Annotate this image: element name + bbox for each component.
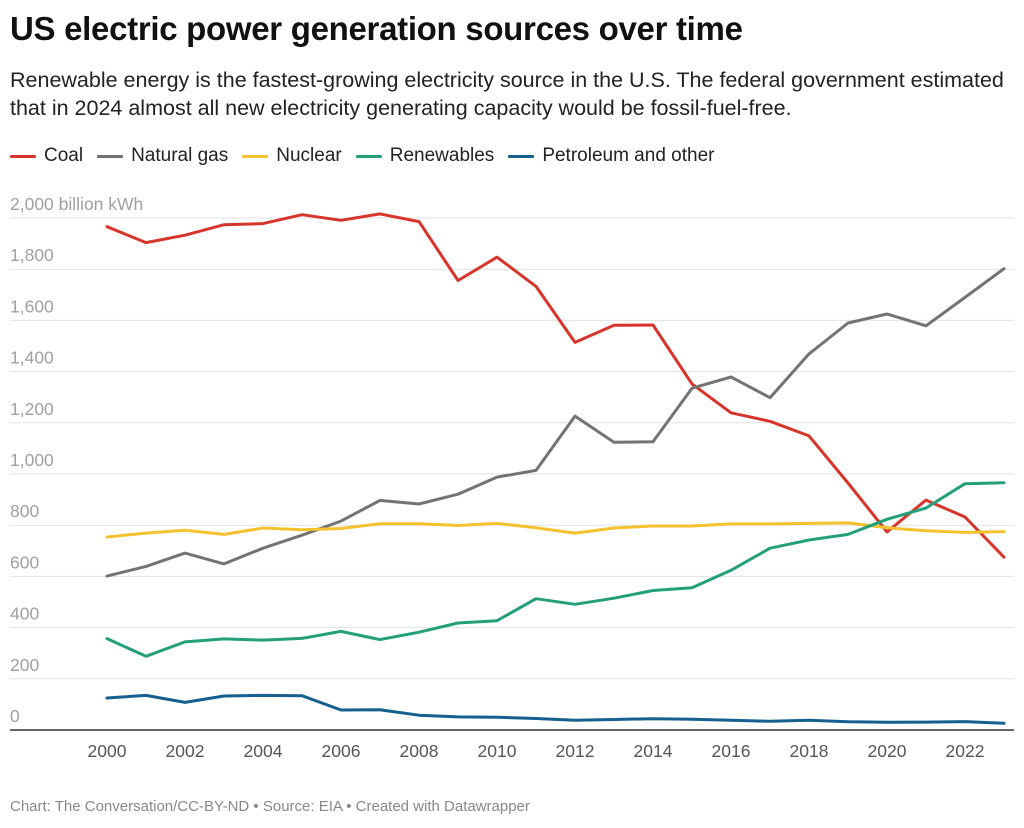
x-tick-label: 2016: [712, 741, 751, 761]
x-tick-label: 2020: [868, 741, 907, 761]
y-tick-label: 1,000: [10, 450, 54, 470]
legend-item: Coal: [10, 145, 83, 167]
legend-label: Renewables: [389, 145, 495, 166]
series-line-natural-gas: [105, 267, 1006, 578]
y-tick-label: 200: [10, 655, 39, 675]
legend-label: Petroleum and other: [542, 145, 715, 166]
legend-label: Coal: [44, 145, 84, 166]
legend: Coal Natural gas Nuclear Renewables Petroleu…: [10, 145, 728, 167]
y-tick-label: 1,600: [10, 296, 54, 316]
series-line-nuclear: [105, 521, 1006, 539]
legend-swatch: [508, 154, 535, 158]
x-tick-label: 2000: [88, 741, 127, 761]
y-tick-label: 1,800: [10, 245, 54, 265]
legend-item: Natural gas: [97, 145, 228, 167]
y-tick-label: 2,000 billion kWh: [10, 194, 143, 214]
x-tick-label: 2002: [166, 741, 205, 761]
legend-swatch: [355, 154, 382, 158]
chart-footer: Chart: The Conversation/CC-BY-ND • Sourc…: [10, 798, 530, 815]
y-tick-label: 800: [10, 501, 39, 521]
legend-swatch: [242, 154, 269, 158]
x-tick-label: 2018: [790, 741, 829, 761]
legend-item: Petroleum and other: [508, 145, 714, 167]
line-chart: 0 200 400 600 800 1,000 1,200 1,400 1,600 1,800 2,…: [10, 194, 1014, 761]
series-line-renewables: [105, 481, 1006, 658]
legend-label: Nuclear: [276, 145, 342, 166]
series-line-petroleum-and-other: [105, 693, 1006, 725]
y-tick-label: 600: [10, 552, 39, 572]
y-tick-label: 1,200: [10, 399, 54, 419]
x-tick-label: 2022: [946, 741, 985, 761]
x-tick-label: 2006: [322, 741, 361, 761]
legend-item: Renewables: [355, 145, 495, 167]
chart-subtitle: Renewable energy is the fastest-growing …: [10, 68, 1004, 120]
y-tick-label: 1,400: [10, 348, 54, 368]
series-line-coal: [105, 212, 1006, 559]
y-tick-label: 0: [10, 706, 20, 726]
chart-title: US electric power generation sources ove…: [10, 10, 743, 47]
x-tick-label: 2010: [478, 741, 517, 761]
x-tick-label: 2008: [400, 741, 439, 761]
legend-item: Nuclear: [242, 145, 342, 167]
x-tick-label: 2014: [634, 741, 673, 761]
legend-swatch: [97, 154, 124, 158]
x-tick-label: 2012: [556, 741, 595, 761]
legend-swatch: [10, 154, 36, 158]
legend-label: Natural gas: [131, 145, 229, 166]
y-tick-label: 400: [10, 604, 39, 624]
x-tick-label: 2004: [244, 741, 283, 761]
